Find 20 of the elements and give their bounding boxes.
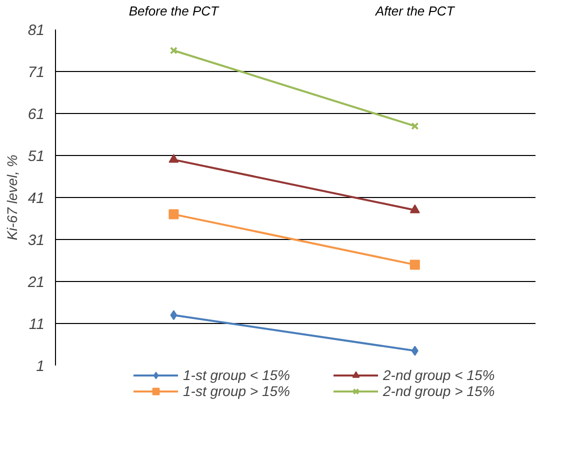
- y-tick-label: 61: [28, 106, 45, 123]
- y-tick-label: 21: [26, 274, 45, 291]
- y-tick-label: 51: [28, 148, 45, 165]
- legend-label: 1-st group < 15%: [183, 367, 292, 383]
- legend-label: 2-nd group > 15%: [383, 383, 496, 399]
- point: [170, 310, 178, 320]
- legend-label: 1-st group > 15%: [183, 383, 292, 399]
- y-tick-label: 31: [28, 232, 45, 249]
- y-tick-label: 81: [28, 22, 45, 39]
- point: [411, 346, 418, 356]
- legend-label: 2-nd group < 15%: [383, 367, 496, 383]
- y-tick-label: 71: [28, 64, 45, 81]
- x-tick-label: After the PCT: [374, 4, 456, 18]
- point: [410, 260, 420, 270]
- point: [168, 209, 179, 220]
- y-tick-label: 11: [28, 316, 45, 333]
- x-tick-label: Before the PCT: [128, 4, 220, 18]
- y-axis-title: Ki-67 level, %: [4, 154, 20, 240]
- y-tick-label: 1: [36, 358, 44, 375]
- y-tick-label: 41: [28, 190, 45, 207]
